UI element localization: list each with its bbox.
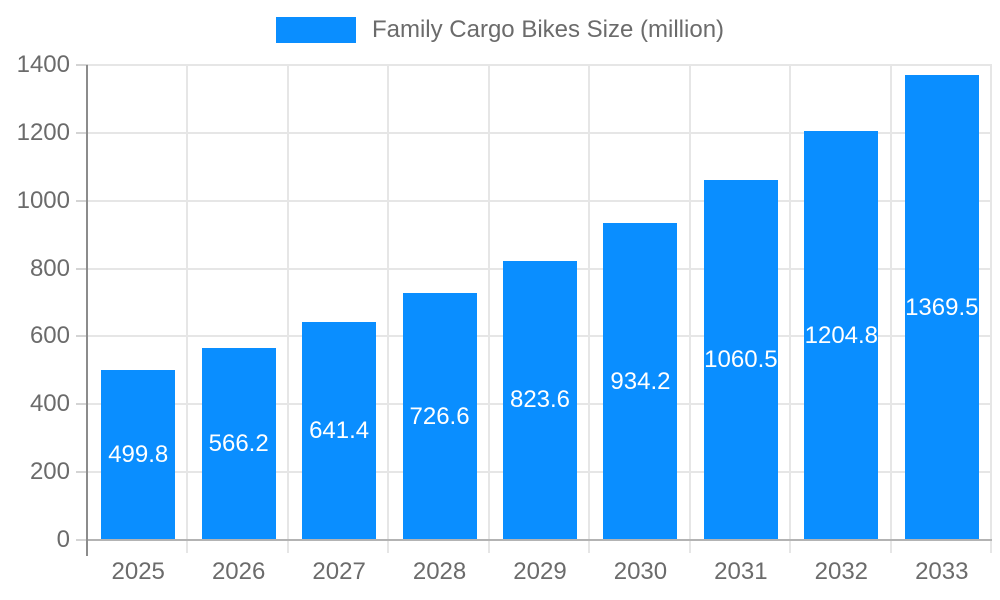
bar-2029[interactable]	[503, 260, 577, 540]
bar-2027[interactable]	[302, 322, 377, 540]
chart-legend: Family Cargo Bikes Size (million)	[0, 16, 1000, 44]
y-axis-tick	[76, 471, 88, 474]
bar-2026[interactable]	[201, 347, 276, 540]
x-tick-label: 2027	[312, 558, 366, 585]
x-tick-label: 2029	[513, 558, 567, 585]
y-tick-label: 1400	[16, 51, 70, 78]
gridline-horizontal	[88, 199, 992, 202]
gridline-vertical	[688, 65, 691, 553]
y-axis-tick	[76, 335, 88, 338]
gridline-vertical	[186, 65, 189, 553]
x-tick-label: 2028	[412, 558, 467, 585]
y-axis-tick	[76, 539, 88, 541]
y-tick-label: 1000	[16, 186, 70, 214]
bar-2030[interactable]	[603, 223, 678, 540]
x-tick-label: 2026	[211, 558, 266, 585]
gridline-vertical	[789, 65, 792, 553]
bar-2032[interactable]	[804, 131, 879, 540]
y-tick-label: 200	[29, 458, 70, 486]
x-tick-label: 2031	[714, 558, 768, 585]
y-axis-tick	[76, 64, 88, 66]
legend-item[interactable]: Family Cargo Bikes Size (million)	[275, 16, 725, 44]
y-tick-label: 1200	[16, 118, 70, 146]
y-tick-label: 800	[29, 254, 70, 282]
legend-swatch	[275, 17, 356, 43]
bar-2028[interactable]	[402, 293, 477, 540]
bar-2025[interactable]	[101, 370, 176, 540]
y-axis-tick	[76, 267, 88, 270]
x-axis-line	[88, 539, 992, 541]
gridline-vertical	[588, 65, 591, 553]
gridline-vertical	[487, 65, 490, 553]
y-tick-label: 400	[29, 390, 70, 418]
gridline-vertical	[889, 65, 892, 553]
gridline-horizontal	[88, 64, 992, 66]
bar-2031[interactable]	[703, 180, 778, 540]
gridline-vertical	[387, 65, 390, 553]
x-tick-label: 2030	[613, 558, 668, 585]
y-axis-tick	[76, 131, 88, 134]
x-tick-label: 2032	[814, 558, 869, 585]
legend-label: Family Cargo Bikes Size (million)	[371, 16, 725, 43]
y-tick-label: 600	[29, 322, 70, 350]
y-axis-tick	[76, 199, 88, 202]
y-tick-label: 0	[56, 526, 70, 553]
x-tick-label: 2033	[915, 558, 969, 585]
gridline-vertical	[286, 65, 289, 553]
x-tick-label: 2025	[111, 558, 165, 585]
y-axis-line	[86, 65, 88, 556]
bar-2033[interactable]	[904, 75, 979, 540]
gridline-horizontal	[88, 131, 992, 134]
y-axis-tick	[76, 403, 88, 406]
gridline-vertical	[990, 65, 992, 553]
